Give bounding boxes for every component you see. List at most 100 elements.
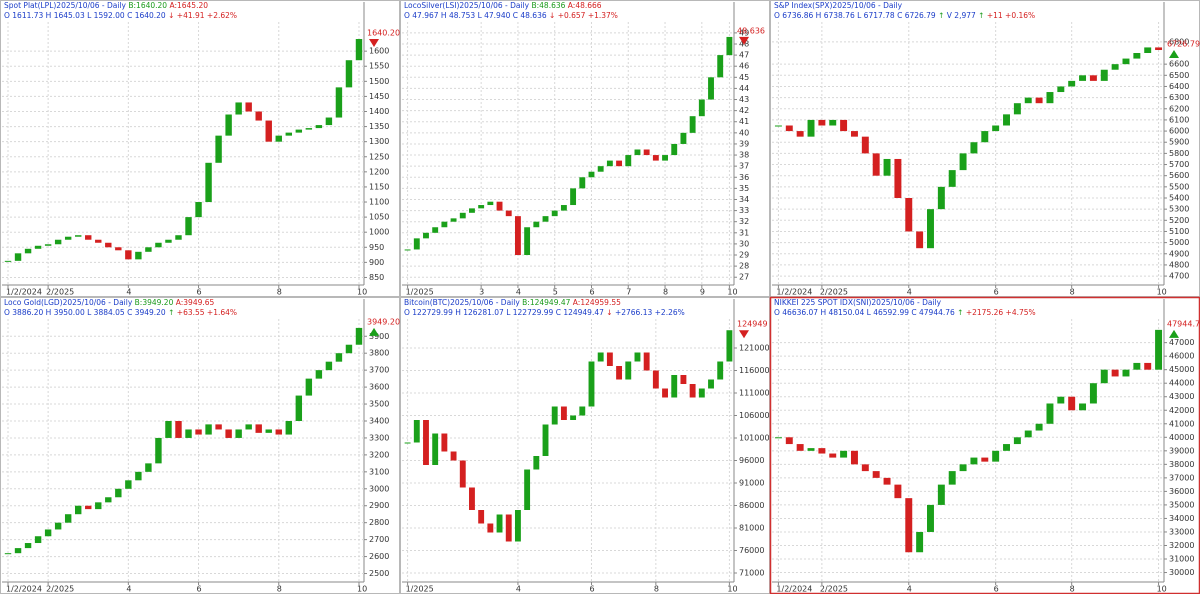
x-tick-label: 6 [994, 585, 999, 594]
candle [34, 245, 42, 249]
candle [1155, 47, 1163, 51]
candle [717, 361, 724, 380]
header-line: O 47.967 H 48.753 L 47.940 C 48.636 ↓ +0… [404, 11, 618, 20]
candle [335, 353, 343, 362]
candle [469, 208, 475, 213]
header-segment: V 2,977 [947, 11, 976, 20]
y-tick-label: 43000 [1169, 392, 1194, 401]
candle [1089, 75, 1097, 81]
y-tick-label: 1300 [369, 137, 389, 146]
y-tick-label: 27 [739, 273, 749, 282]
candle [255, 111, 262, 121]
candle [34, 536, 42, 544]
candle [698, 99, 705, 117]
candle [423, 232, 429, 239]
candle [1057, 396, 1065, 404]
y-tick-label: 1600 [369, 47, 389, 56]
candle [145, 463, 152, 472]
x-tick-label: 4 [126, 288, 131, 297]
candle [916, 531, 924, 553]
y-tick-label: 5600 [1169, 171, 1189, 180]
candle [450, 218, 457, 222]
y-tick-label: 31 [739, 228, 749, 237]
candle [155, 242, 162, 248]
y-tick-label: 1450 [369, 92, 389, 101]
candle [478, 510, 485, 524]
y-tick-label: 2600 [369, 552, 389, 561]
header-segment: O 6736.86 H 6738.76 L 6717.78 C 6726.79 [774, 11, 936, 20]
candle [785, 125, 793, 132]
header-line: Bitcoin(BTC)2025/10/06 - Daily B:124949.… [404, 298, 621, 307]
header-line: O 122729.99 H 126281.07 L 122729.99 C 12… [404, 308, 685, 317]
candle [404, 442, 411, 444]
candle [671, 143, 678, 156]
header-segment: +63.55 +1.64% [177, 308, 237, 317]
header-segment: B:124949.47 [520, 298, 571, 307]
y-tick-label: 111000 [739, 389, 770, 398]
candle [215, 424, 222, 430]
y-tick-label: 35000 [1169, 500, 1194, 509]
y-tick-label: 33000 [1169, 527, 1194, 536]
candle [432, 433, 439, 465]
y-tick-label: 3900 [369, 332, 389, 341]
candle [1003, 114, 1010, 126]
candle [4, 553, 12, 555]
candle [1046, 403, 1054, 424]
y-tick-label: 86000 [739, 501, 764, 510]
chart-panel: Bitcoin(BTC)2025/10/06 - Daily B:124949.… [400, 297, 770, 594]
y-tick-label: 6100 [1169, 115, 1189, 124]
candle [524, 227, 531, 256]
x-tick-label: 4 [516, 288, 521, 297]
candle [24, 248, 32, 254]
candle [95, 239, 102, 243]
candle [579, 406, 586, 416]
candle [459, 212, 466, 219]
candle [726, 36, 733, 56]
candle [840, 450, 848, 458]
candle [74, 235, 82, 237]
y-tick-label: 4700 [1169, 272, 1189, 281]
header-segment: +41.91 +2.62% [177, 11, 237, 20]
y-tick-label: 101000 [739, 434, 770, 443]
candle [662, 388, 668, 398]
x-tick-label: 1/2/2024 [6, 585, 42, 594]
header-segment: S&P Index(SPX)2025/10/06 - Daily [774, 1, 903, 10]
price-arrow [1169, 50, 1179, 59]
candle [840, 119, 848, 132]
candle [432, 227, 439, 233]
candle [937, 484, 945, 505]
header-segment: ↓ [604, 308, 615, 317]
candle [1024, 97, 1032, 104]
x-tick-label: 10 [1157, 585, 1167, 594]
candle [1003, 444, 1010, 451]
candle [135, 251, 142, 260]
candle [14, 253, 22, 261]
y-tick-label: 30000 [1169, 568, 1194, 577]
y-tick-label: 106000 [739, 411, 770, 420]
header-segment: LocoSilver(LSI)2025/10/06 - Daily [404, 1, 530, 10]
header-segment: O 122729.99 H 126281.07 L 122729.99 C 12… [404, 308, 604, 317]
candle [981, 457, 989, 462]
candle [774, 125, 782, 127]
y-tick-label: 35 [739, 184, 749, 193]
candle [245, 102, 252, 112]
header-line: O 6736.86 H 6738.76 L 6717.78 C 6726.79 … [774, 11, 1035, 20]
candle [785, 437, 793, 445]
panel-frame [769, 296, 1200, 594]
candle [514, 216, 521, 256]
chart-panel: Loco Gold(LGD)2025/10/06 - Daily B:3949.… [0, 297, 400, 594]
header-segment: ↑ [936, 11, 947, 20]
y-tick-label: 1050 [369, 213, 389, 222]
candle [85, 235, 92, 240]
candle [155, 437, 162, 464]
candle [905, 498, 913, 553]
header-segment: A:124959.55 [570, 298, 621, 307]
header-segment: ↑ [976, 11, 987, 20]
x-tick-label: 8 [277, 288, 282, 297]
candle [551, 210, 558, 217]
chart-panel: LocoSilver(LSI)2025/10/06 - Daily B:48.6… [400, 0, 770, 297]
candle [85, 505, 92, 510]
candle [689, 384, 696, 398]
candle [570, 415, 577, 420]
candle [689, 116, 696, 133]
